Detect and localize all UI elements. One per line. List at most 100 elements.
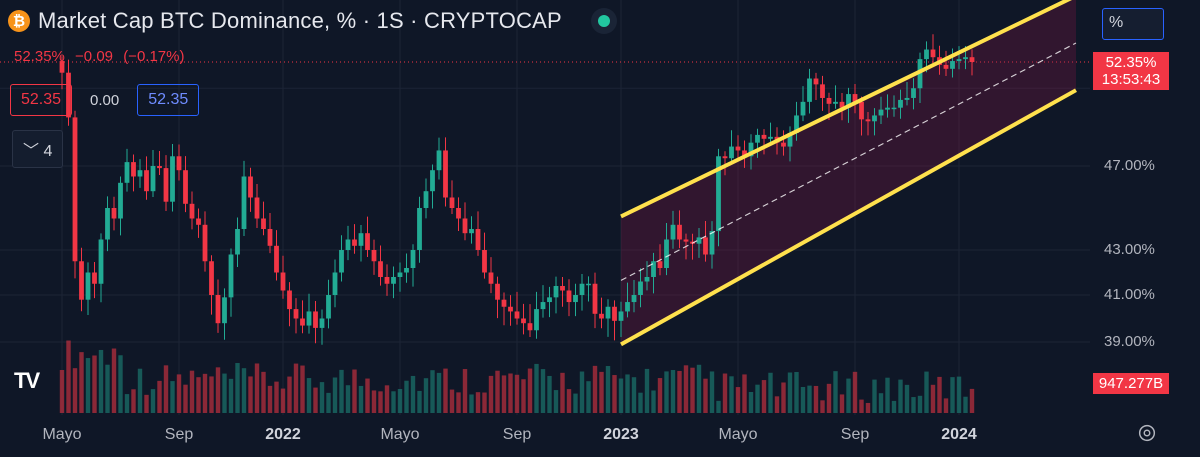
- candle: [189, 203, 195, 219]
- volume-bar: [79, 352, 84, 413]
- candle: [924, 49, 929, 60]
- volume-bar: [937, 376, 942, 413]
- candle: [306, 311, 312, 326]
- candle: [228, 254, 234, 298]
- volume-bar: [612, 375, 617, 413]
- candle: [449, 197, 455, 208]
- candle: [651, 261, 656, 277]
- candle: [748, 142, 754, 157]
- candle: [781, 142, 786, 147]
- volume-bar: [677, 370, 682, 413]
- volume-bar: [319, 382, 325, 413]
- candle: [488, 272, 494, 284]
- volume-bar: [891, 400, 897, 413]
- candle: [878, 109, 884, 116]
- volume-bar: [560, 372, 565, 413]
- volume-bar: [547, 375, 552, 413]
- price-change: −0.09: [75, 48, 114, 65]
- volume-bar: [573, 393, 578, 413]
- candle: [657, 261, 663, 268]
- volume-bar: [839, 394, 845, 413]
- bitcoin-icon: ₿: [8, 10, 30, 32]
- candle: [66, 72, 71, 118]
- volume-bar: [508, 373, 513, 413]
- volume-bar: [865, 402, 871, 413]
- volume-bar: [722, 373, 728, 413]
- volume-bar: [105, 364, 110, 413]
- volume-bar: [859, 399, 864, 413]
- volume-bar: [787, 372, 793, 413]
- candle: [631, 295, 637, 303]
- volume-bar: [469, 394, 474, 413]
- candle: [475, 229, 481, 250]
- volume-bar: [176, 374, 182, 413]
- volume-bar: [534, 363, 539, 413]
- candle: [677, 224, 682, 240]
- bid-price-box[interactable]: 52.35: [10, 84, 73, 116]
- volume-bar: [98, 349, 104, 413]
- volume-bar: [397, 388, 403, 413]
- candle: [722, 156, 728, 159]
- candle: [800, 101, 806, 116]
- settings-icon[interactable]: [1136, 422, 1158, 444]
- volume-bar: [774, 396, 780, 413]
- candle: [352, 239, 357, 246]
- candle: [813, 78, 819, 85]
- candle: [365, 233, 370, 250]
- volume-bar: [209, 376, 214, 413]
- candle: [683, 239, 689, 242]
- volume-bar: [261, 371, 266, 413]
- volume-bar: [345, 385, 351, 413]
- candle: [163, 168, 169, 202]
- volume-bar: [644, 368, 650, 413]
- market-status-icon[interactable]: [597, 15, 610, 27]
- volume-bar: [449, 389, 455, 413]
- candle: [183, 170, 188, 204]
- candle: [638, 281, 643, 295]
- candle: [319, 318, 325, 328]
- tradingview-logo-icon[interactable]: TV: [14, 368, 40, 393]
- volume-bar: [475, 392, 481, 413]
- candle: [293, 309, 299, 319]
- volume-bar: [566, 389, 572, 413]
- volume-bar: [553, 390, 559, 413]
- channel-upper-line: [620, 0, 1072, 219]
- indicators-collapse-button[interactable]: ﹀ 4: [12, 130, 64, 168]
- candle: [371, 250, 377, 262]
- candle: [670, 224, 676, 240]
- candle: [833, 101, 838, 104]
- volume-bar: [761, 380, 767, 413]
- candle: [287, 290, 292, 310]
- volume-bar: [833, 371, 838, 413]
- price-quote: 52.35% −0.09 (−0.17%): [14, 48, 190, 65]
- candle: [527, 323, 533, 331]
- volume-bar: [651, 390, 656, 413]
- volume-bar: [956, 376, 962, 413]
- percent-scale-button[interactable]: %: [1102, 8, 1164, 40]
- candle: [839, 101, 845, 108]
- volume-bar: [872, 379, 877, 413]
- candle: [917, 59, 923, 89]
- y-axis-label: 47.00%: [1104, 157, 1155, 174]
- candle: [72, 117, 78, 262]
- candle: [547, 297, 552, 303]
- x-axis-label: Sep: [502, 426, 532, 443]
- candle: [254, 197, 260, 219]
- symbol-title[interactable]: Market Cap BTC Dominance, % · 1S · CRYPT…: [38, 8, 562, 33]
- ask-price-box[interactable]: 52.35: [137, 84, 200, 116]
- candle: [79, 261, 84, 300]
- volume-bar: [683, 365, 689, 413]
- volume-bar: [878, 393, 884, 413]
- candle: [807, 78, 812, 102]
- y-axis-label: 41.00%: [1104, 286, 1155, 303]
- volume-bar: [137, 368, 143, 413]
- volume-bar: [748, 392, 754, 413]
- volume-bar: [488, 375, 494, 413]
- candle: [313, 311, 318, 328]
- candle: [787, 132, 793, 147]
- volume-bar: [358, 385, 364, 413]
- candle: [176, 156, 182, 171]
- volume-bar: [917, 395, 923, 413]
- candle: [417, 208, 422, 250]
